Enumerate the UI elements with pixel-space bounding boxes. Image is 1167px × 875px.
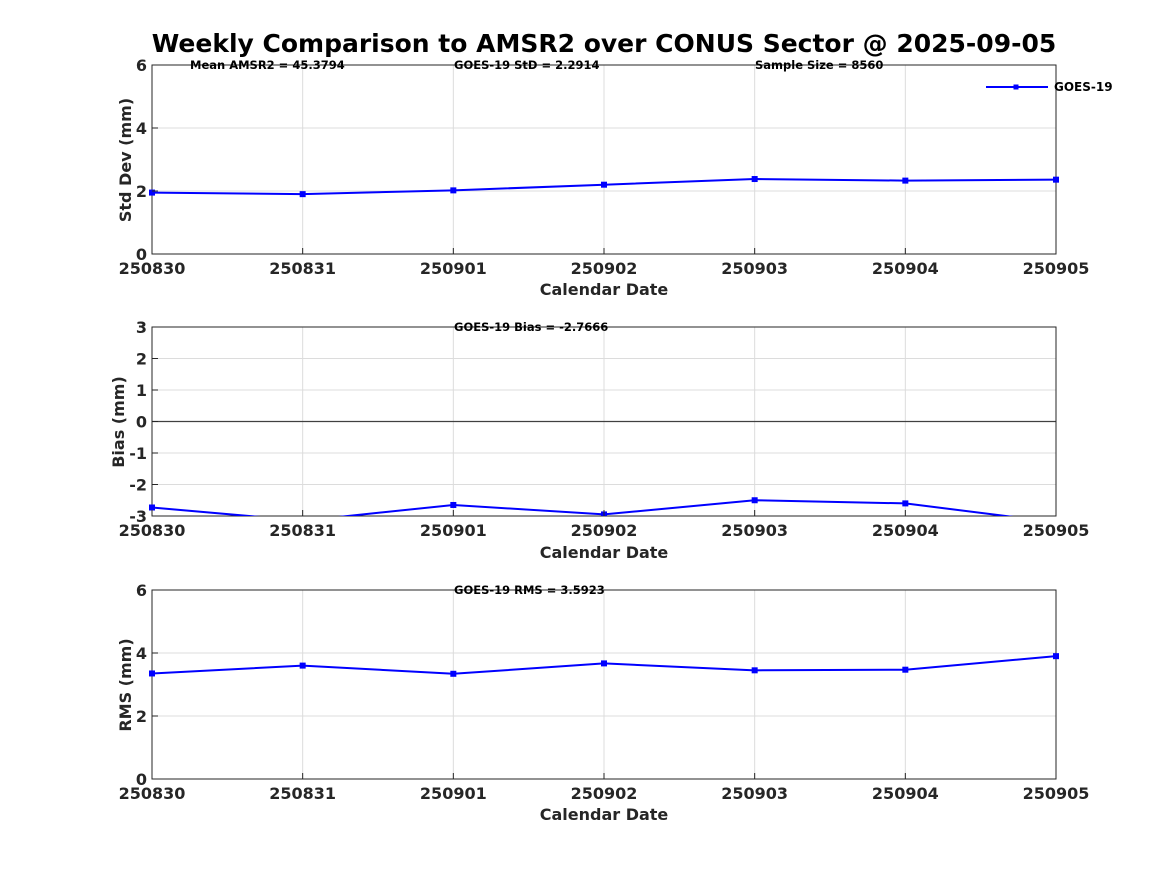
- rms-x-tick-label-3: 250902: [571, 784, 638, 803]
- std-y-tick-label-0: 0: [136, 245, 147, 264]
- std-dev-y-ticks: 0 2 4 6: [136, 56, 158, 264]
- std-x-tick-label-1: 250831: [269, 259, 336, 278]
- rms-data-point-4: [751, 667, 758, 674]
- bias-y-tick-label-6: 3: [136, 318, 147, 337]
- bias-annotation: GOES-19 Bias = -2.7666: [454, 320, 608, 334]
- bias-y-tick-label-0: -3: [129, 507, 147, 526]
- legend: GOES-19: [986, 80, 1113, 94]
- bias-x-tick-label-4: 250903: [721, 521, 788, 540]
- rms-y-tick-label-0: 0: [136, 770, 147, 789]
- std-x-tick-label-0: 250830: [119, 259, 186, 278]
- rms-x-tick-label-2: 250901: [420, 784, 487, 803]
- rms-series: [149, 653, 1059, 677]
- bias-x-ticks: 250830 250831 250901 250902 250903 250904 2509…: [119, 510, 1090, 540]
- std-data-point-5: [902, 177, 909, 184]
- legend-label: GOES-19: [1054, 80, 1113, 94]
- rms-y-tick-label-2: 4: [136, 644, 147, 663]
- std-x-tick-label-5: 250904: [872, 259, 939, 278]
- rms-x-tick-label-4: 250903: [721, 784, 788, 803]
- std-dev-x-ticks: 250830 250831 250901 250902 250903 250904 2509…: [119, 248, 1090, 278]
- bias-x-tick-label-1: 250831: [269, 521, 336, 540]
- bias-y-tick-label-3: 0: [136, 413, 147, 432]
- rms-grid: [152, 590, 1056, 779]
- legend-marker: [1013, 84, 1019, 90]
- bias-x-tick-label-0: 250830: [119, 521, 186, 540]
- rms-x-tick-label-6: 250905: [1023, 784, 1090, 803]
- std-data-point-4: [751, 176, 758, 183]
- std-data-point-1: [299, 191, 306, 198]
- std-data-point-2: [450, 187, 457, 194]
- bias-panel: 250830 250831 250901 250902 250903 250904 2509…: [109, 318, 1089, 562]
- std-y-tick-label-2: 4: [136, 119, 147, 138]
- std-dev-grid: [152, 65, 1056, 254]
- std-dev-panel: 250830 250831 250901 250902 250903 250904 2509…: [116, 56, 1113, 299]
- rms-data-point-0: [149, 670, 155, 677]
- std-x-tick-label-4: 250903: [721, 259, 788, 278]
- std-x-tick-label-3: 250902: [571, 259, 638, 278]
- bias-x-tick-label-5: 250904: [872, 521, 939, 540]
- bias-y-ticks: -3 -2 -1 0 1 2 3: [129, 318, 158, 526]
- bias-data-point-4: [751, 497, 758, 504]
- rms-x-tick-label-0: 250830: [119, 784, 186, 803]
- std-dev-annotation-mean: Mean AMSR2 = 45.3794: [190, 58, 345, 72]
- rms-y-tick-label-1: 2: [136, 707, 147, 726]
- bias-x-tick-label-6: 250905: [1023, 521, 1090, 540]
- std-dev-series: [149, 176, 1059, 198]
- bias-x-tick-label-3: 250902: [571, 521, 638, 540]
- std-dev-annotation-sample-size: Sample Size = 8560: [755, 58, 883, 72]
- bias-y-tick-label-2: -1: [129, 444, 147, 463]
- rms-data-point-2: [450, 670, 457, 677]
- std-data-point-3: [601, 181, 607, 188]
- bias-x-label: Calendar Date: [540, 543, 669, 562]
- rms-x-ticks: 250830 250831 250901 250902 250903 250904 2509…: [119, 773, 1090, 803]
- bias-data-point-5: [902, 500, 909, 507]
- bias-y-tick-label-4: 1: [136, 381, 147, 400]
- bias-data-point-2: [450, 501, 457, 508]
- rms-data-point-3: [601, 660, 607, 667]
- rms-x-tick-label-5: 250904: [872, 784, 939, 803]
- bias-y-tick-label-5: 2: [136, 350, 147, 369]
- std-x-tick-label-2: 250901: [420, 259, 487, 278]
- rms-data-point-1: [299, 662, 306, 669]
- bias-y-tick-label-1: -2: [129, 476, 147, 495]
- rms-x-label: Calendar Date: [540, 805, 669, 824]
- bias-data-point-0: [149, 504, 155, 511]
- rms-y-label: RMS (mm): [116, 638, 135, 731]
- std-data-point-6: [1053, 176, 1059, 183]
- rms-x-tick-label-1: 250831: [269, 784, 336, 803]
- rms-series-group: [149, 653, 1059, 677]
- rms-annotation: GOES-19 RMS = 3.5923: [454, 583, 605, 597]
- rms-panel: 250830 250831 250901 250902 250903 250904 2509…: [116, 581, 1089, 824]
- figure-title: Weekly Comparison to AMSR2 over CONUS Se…: [152, 29, 1057, 58]
- std-series-group: [149, 176, 1059, 198]
- rms-data-point-6: [1053, 653, 1059, 660]
- rms-y-tick-label-3: 6: [136, 581, 147, 600]
- std-x-tick-label-6: 250905: [1023, 259, 1090, 278]
- std-y-tick-label-3: 6: [136, 56, 147, 75]
- std-dev-y-label: Std Dev (mm): [116, 98, 135, 222]
- std-dev-x-label: Calendar Date: [540, 280, 669, 299]
- std-data-point-0: [149, 189, 155, 196]
- rms-y-ticks: 0 2 4 6: [136, 581, 158, 789]
- bias-x-tick-label-2: 250901: [420, 521, 487, 540]
- std-dev-annotation-std: GOES-19 StD = 2.2914: [454, 58, 599, 72]
- rms-data-point-5: [902, 666, 909, 673]
- bias-y-label: Bias (mm): [109, 376, 128, 468]
- std-y-tick-label-1: 2: [136, 182, 147, 201]
